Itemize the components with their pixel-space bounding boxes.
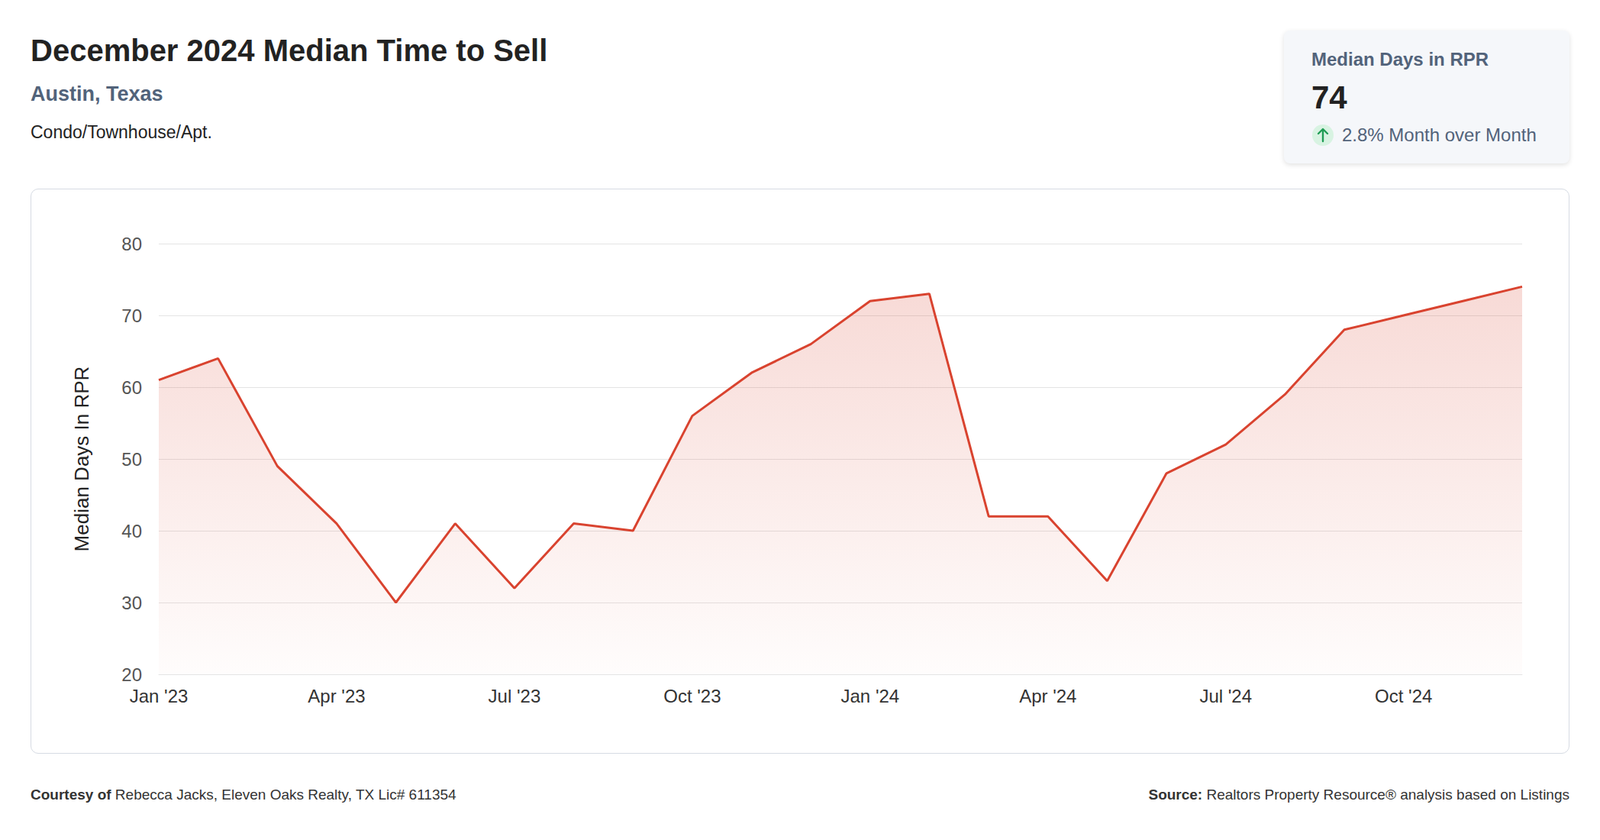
html-text:Source: Realtors Property Reso: Source: Realtors Property Resource® anal… bbox=[1148, 786, 1570, 803]
svg-text:Jan '24: Jan '24 bbox=[841, 685, 900, 707]
svg-text:Oct '24: Oct '24 bbox=[1374, 685, 1433, 707]
svg-text:50: 50 bbox=[121, 448, 142, 470]
html-text:74: 74 bbox=[1311, 79, 1348, 116]
html-text:Median Days in RPR: Median Days in RPR bbox=[1311, 48, 1489, 70]
svg-text:Jul '24: Jul '24 bbox=[1199, 685, 1252, 707]
svg-text:Jul '23: Jul '23 bbox=[488, 685, 542, 707]
html-text:Austin, Texas: Austin, Texas bbox=[30, 82, 164, 106]
svg-text:70: 70 bbox=[121, 305, 142, 326]
svg-text:20: 20 bbox=[121, 664, 142, 685]
svg-text:Oct '23: Oct '23 bbox=[663, 685, 721, 707]
svg-text:80: 80 bbox=[121, 233, 142, 255]
svg-text:Apr '23: Apr '23 bbox=[307, 685, 365, 707]
svg-text:60: 60 bbox=[121, 377, 142, 398]
svg-text:Apr '24: Apr '24 bbox=[1019, 685, 1077, 707]
svg-text:Jan '23: Jan '23 bbox=[129, 685, 189, 707]
svg-text:Median Days In RPR: Median Days In RPR bbox=[70, 366, 94, 552]
html-text:December 2024 Median Time to S: December 2024 Median Time to Sell bbox=[30, 33, 548, 68]
html-text:2.8% Month over Month: 2.8% Month over Month bbox=[1341, 124, 1537, 146]
svg-text:30: 30 bbox=[121, 592, 142, 613]
svg-text:40: 40 bbox=[121, 520, 142, 542]
html-text:Courtesy of Rebecca Jacks, Ele: Courtesy of Rebecca Jacks, Eleven Oaks R… bbox=[30, 786, 457, 803]
html-text:Condo/Townhouse/Apt.: Condo/Townhouse/Apt. bbox=[30, 122, 213, 142]
